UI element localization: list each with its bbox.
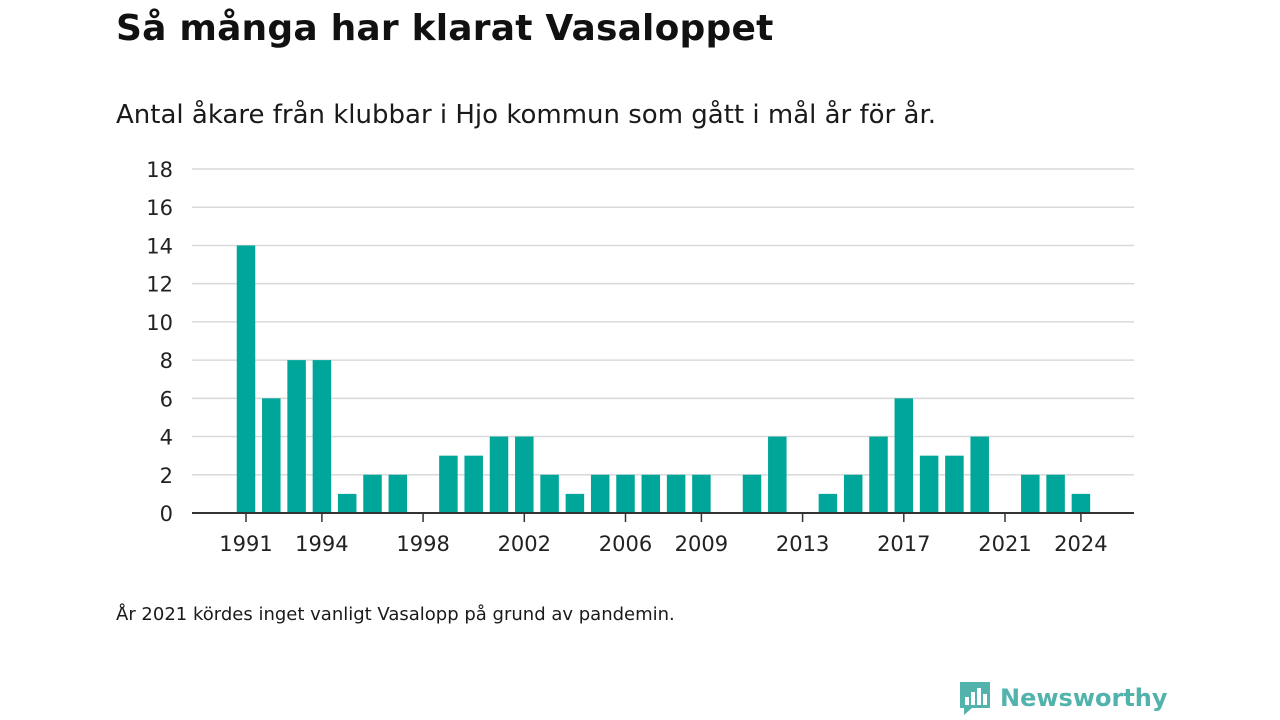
x-tick-label: 2009	[675, 532, 728, 556]
y-tick-label: 8	[160, 349, 173, 373]
x-tick-label: 2006	[599, 532, 652, 556]
bar-2000	[464, 455, 483, 513]
bar-2005	[590, 474, 610, 513]
bar-2012	[768, 436, 787, 513]
y-tick-label: 4	[160, 426, 173, 450]
grid-lines	[192, 168, 1134, 476]
bar-1997	[388, 474, 408, 513]
x-tick-label: 2024	[1054, 532, 1107, 556]
bar-1993	[287, 360, 306, 513]
bar-2019	[945, 455, 964, 513]
brand-name: Newsworthy	[1000, 684, 1168, 712]
y-tick-label: 16	[146, 196, 173, 220]
y-tick-label: 18	[146, 158, 173, 182]
bar-2014	[818, 493, 838, 513]
bar-1995	[337, 493, 357, 513]
bar-1999	[439, 455, 458, 513]
bar-2018	[919, 455, 939, 513]
brand-logo: Newsworthy	[958, 680, 1168, 716]
bar-2024	[1071, 493, 1091, 513]
bar-2022	[1021, 474, 1040, 513]
y-tick-label: 2	[160, 464, 173, 488]
y-tick-label: 10	[146, 311, 173, 335]
bar-chart: 0 2 4 6 8 10 12 14 16 18 1991 1994 1998 2002 2006 2009…	[146, 158, 1134, 556]
bar-2004	[565, 493, 585, 513]
bar-2015	[843, 474, 863, 513]
bar-2001	[489, 436, 509, 513]
bar-2009	[692, 474, 711, 513]
x-tick-label: 2021	[978, 532, 1031, 556]
bar-2008	[666, 474, 686, 513]
bar-1992	[262, 398, 281, 513]
bar-2007	[641, 474, 661, 513]
x-tick-label: 1998	[396, 532, 449, 556]
y-tick-label: 14	[146, 234, 173, 258]
bar-2002	[515, 436, 534, 513]
x-tick-label: 2002	[498, 532, 551, 556]
chart-subtitle: Antal åkare från klubbar i Hjo kommun so…	[116, 100, 937, 130]
bar-2003	[540, 474, 559, 513]
bar-2023	[1046, 474, 1065, 513]
y-tick-label: 12	[146, 273, 173, 297]
bar-2017	[894, 398, 914, 513]
bar-2016	[869, 436, 888, 513]
y-tick-label: 0	[160, 502, 173, 526]
bar-2006	[616, 474, 635, 513]
bars	[236, 245, 1091, 513]
x-tick-label: 2013	[776, 532, 829, 556]
newsworthy-logo-icon	[960, 682, 990, 715]
x-tick-label: 2017	[877, 532, 930, 556]
x-axis: 1991 1994 1998 2002 2006 2009 2013 2017 2021 2024	[192, 512, 1134, 556]
y-tick-label: 6	[160, 387, 173, 411]
bar-1994	[312, 360, 332, 513]
y-axis-tick-labels: 0 2 4 6 8 10 12 14 16 18	[146, 158, 173, 526]
footnote: År 2021 kördes inget vanligt Vasalopp på…	[116, 604, 675, 625]
x-tick-label: 1991	[219, 532, 272, 556]
bar-2011	[742, 474, 762, 513]
chart-title: Så många har klarat Vasaloppet	[116, 8, 774, 49]
bar-1991	[236, 245, 256, 513]
bar-1996	[363, 474, 382, 513]
x-tick-label: 1994	[295, 532, 348, 556]
bar-2020	[970, 436, 989, 513]
